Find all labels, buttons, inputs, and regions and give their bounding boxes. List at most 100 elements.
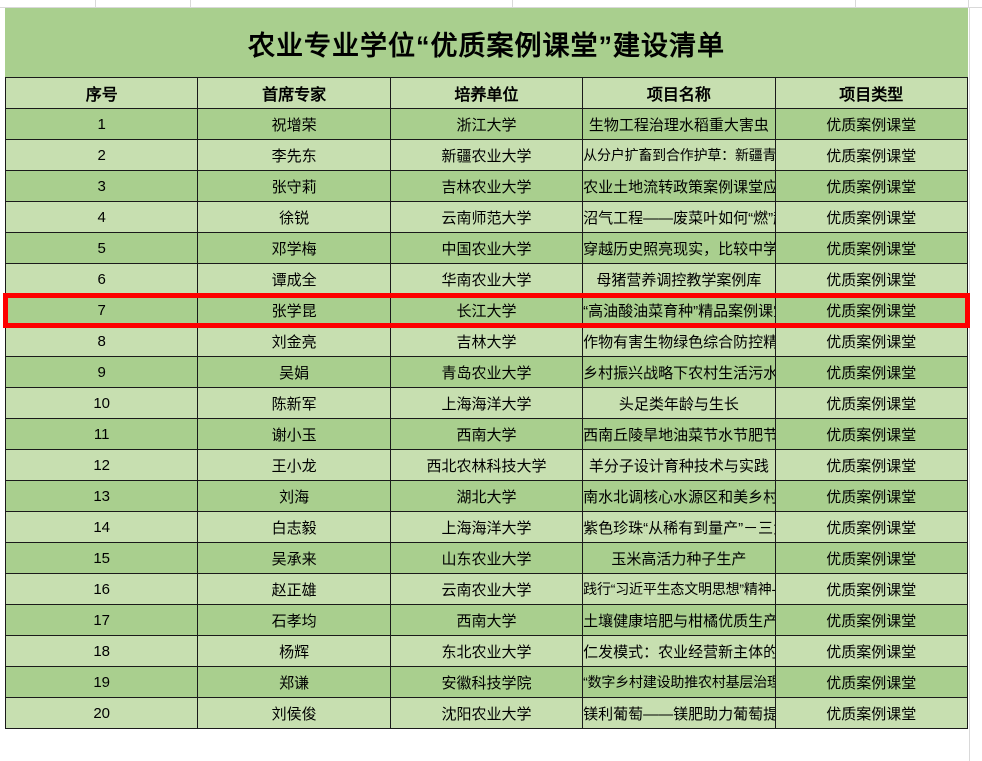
cell-unit: 上海海洋大学 [389,387,584,419]
cell-name: 生物工程治理水稻重大害虫 [582,108,776,140]
cell-type: 优质案例课堂 [774,511,969,543]
column-header-name: 项目名称 [582,77,776,109]
cell-seq: 2 [4,139,199,171]
cell-expert: 徐锐 [197,201,391,233]
cell-type: 优质案例课堂 [774,263,969,295]
cell-type: 优质案例课堂 [774,201,969,233]
cell-unit: 西南大学 [389,604,584,636]
page-title: 农业专业学位“优质案例课堂”建设清单 [5,8,968,78]
cell-type: 优质案例课堂 [774,294,969,326]
cell-unit: 上海海洋大学 [389,511,584,543]
cell-expert: 白志毅 [197,511,391,543]
cell-seq: 1 [4,108,199,140]
cell-expert: 刘侯俊 [197,697,391,729]
cell-unit: 华南农业大学 [389,263,584,295]
cell-name: 母猪营养调控教学案例库 [582,263,776,295]
cell-name: 玉米高活力种子生产 [582,542,776,574]
cell-seq: 3 [4,170,199,202]
cell-seq: 16 [4,573,199,605]
cell-name: 紫色珍珠“从稀有到量产”－三角帆蚌“申紫１号”良种创制 [582,511,776,543]
column-header-seq: 序号 [4,77,199,109]
cell-name: 镁利葡萄——镁肥助力葡萄提质增效综合技术研究与推广 [582,697,776,729]
cell-expert: 张守莉 [197,170,391,202]
table-row: 13刘海湖北大学南水北调核心水源区和美乡村规划案例优质案例课堂 [4,480,969,512]
table-row: 2李先东新疆农业大学从分户扩畜到合作护草：新疆青河县草原畜牧业“共营制”的探索与… [4,139,969,171]
cell-name: “高油酸油菜育种”精品案例课堂 [582,294,776,326]
cell-name: 羊分子设计育种技术与实践 [582,449,776,481]
table-row: 12 王小龙 西北农林科技大学 羊分子设计育种技术与实践 优质案例课堂 [4,449,969,481]
cell-expert: 谭成全 [197,263,391,295]
spreadsheet-top-strip [0,0,982,8]
cell-expert: 张学昆 [197,294,391,326]
cell-type: 优质案例课堂 [774,604,969,636]
cell-unit: 云南师范大学 [389,201,584,233]
cell-expert: 祝增荣 [197,108,391,140]
cell-name: 从分户扩畜到合作护草：新疆青河县草原畜牧业“共营制”的探索与实践 [582,139,776,171]
cell-type: 优质案例课堂 [774,542,969,574]
cell-seq: 7 [4,294,199,326]
cell-type: 优质案例课堂 [774,139,969,171]
cell-expert: 刘海 [197,480,391,512]
cell-expert: 李先东 [197,139,391,171]
cell-seq: 15 [4,542,199,574]
cell-type: 优质案例课堂 [774,697,969,729]
table-row: 3张守莉吉林农业大学农业土地流转政策案例课堂应用与实践优质案例课堂 [4,170,969,202]
cell-type: 优质案例课堂 [774,449,969,481]
cell-unit: 山东农业大学 [389,542,584,574]
cell-type: 优质案例课堂 [774,108,969,140]
cell-unit: 西南大学 [389,418,584,450]
cell-type: 优质案例课堂 [774,635,969,667]
cell-type: 优质案例课堂 [774,356,969,388]
cell-seq: 4 [4,201,199,233]
table-row: 14白志毅上海海洋大学紫色珍珠“从稀有到量产”－三角帆蚌“申紫１号”良种创制优质… [4,511,969,543]
cell-name: 头足类年龄与生长 [582,387,776,419]
cell-seq: 12 [4,449,199,481]
cell-seq: 8 [4,325,199,357]
cell-seq: 9 [4,356,199,388]
cell-seq: 6 [4,263,199,295]
cell-unit: 湖北大学 [389,480,584,512]
cell-type: 优质案例课堂 [774,480,969,512]
cell-name: 农业土地流转政策案例课堂应用与实践 [582,170,776,202]
cell-expert: 郑谦 [197,666,391,698]
table-row: 8刘金亮吉林大学作物有害生物绿色综合防控精品案例课堂优质案例课堂 [4,325,969,357]
table-row: 9吴娟青岛农业大学乡村振兴战略下农村生活污水治理模式探索优质案例课堂 [4,356,969,388]
cell-name: 沼气工程——废菜叶如何“燃”起来？ [582,201,776,233]
table-title-row: 农业专业学位“优质案例课堂”建设清单 [5,8,968,78]
cell-unit: 长江大学 [389,294,584,326]
cell-unit: 浙江大学 [389,108,584,140]
column-header-unit: 培养单位 [389,77,584,109]
cell-unit: 云南农业大学 [389,573,584,605]
construction-list-table: 农业专业学位“优质案例课堂”建设清单 序号 首席专家 培养单位 项目名称 项目类… [4,8,969,729]
cell-type: 优质案例课堂 [774,325,969,357]
cell-name: 土壤健康培肥与柑橘优质生产案例课堂 [582,604,776,636]
cell-name: 南水北调核心水源区和美乡村规划案例 [582,480,776,512]
cell-seq: 19 [4,666,199,698]
cell-unit: 东北农业大学 [389,635,584,667]
cell-type: 优质案例课堂 [774,170,969,202]
table-header-row: 序号 首席专家 培养单位 项目名称 项目类型 [4,77,969,109]
table-row: 7 张学昆 长江大学 “高油酸油菜育种”精品案例课堂 优质案例课堂 [4,294,969,326]
column-separator [512,0,513,8]
cell-name: “数字乡村建设助推农村基层治理：以小岗村为例”精品案例课堂 [582,666,776,698]
cell-unit: 青岛农业大学 [389,356,584,388]
cell-expert: 吴娟 [197,356,391,388]
cell-unit: 安徽科技学院 [389,666,584,698]
right-gutter [969,8,982,761]
cell-seq: 11 [4,418,199,450]
table-row: 1 祝增荣 浙江大学 生物工程治理水稻重大害虫 优质案例课堂 [4,108,969,140]
table-row: 15 吴承来 山东农业大学 玉米高活力种子生产 优质案例课堂 [4,542,969,574]
cell-name: 践行“习近平生态文明思想”精神--洱海流域农业绿色高值模式构建与应用 [582,573,776,605]
cell-expert: 石孝均 [197,604,391,636]
cell-expert: 邓学梅 [197,232,391,264]
column-header-type: 项目类型 [774,77,969,109]
cell-unit: 西北农林科技大学 [389,449,584,481]
cell-name: 仁发模式：农业经营新主体的形成、演进与发展 [582,635,776,667]
cell-seq: 17 [4,604,199,636]
table-row: 16赵正雄云南农业大学践行“习近平生态文明思想”精神--洱海流域农业绿色高值模式… [4,573,969,605]
table-row: 20刘侯俊沈阳农业大学镁利葡萄——镁肥助力葡萄提质增效综合技术研究与推广优质案例… [4,697,969,729]
cell-expert: 吴承来 [197,542,391,574]
cell-expert: 刘金亮 [197,325,391,357]
